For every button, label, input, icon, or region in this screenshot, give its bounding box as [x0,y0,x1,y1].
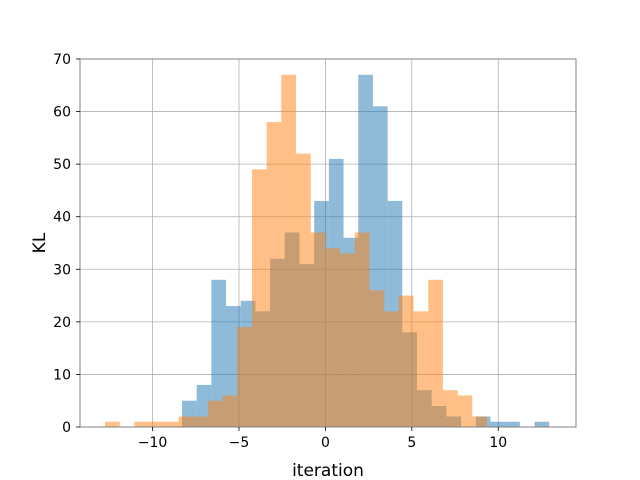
histogram-bar-series-2 [134,421,150,427]
y-tick-label: 30 [53,262,71,278]
y-tick-label: 50 [53,157,71,173]
x-tick-label: −10 [138,435,168,451]
histogram-bar-series-1 [211,279,227,427]
histogram-bar-series-1 [490,421,506,427]
y-tick-label: 10 [53,367,71,383]
histogram-bar-series-2 [149,421,164,427]
histogram-bar-series-2 [222,395,238,427]
x-tick-label: −5 [229,435,250,451]
y-tick-label: 60 [53,105,71,121]
histogram-bar-series-2 [207,400,223,427]
histogram-bar-series-2 [296,153,311,427]
x-tick-label: 0 [321,435,330,451]
histogram-bar-series-2 [369,290,385,427]
y-tick-label: 20 [53,315,71,331]
y-tick-label: 40 [53,210,71,226]
histogram-bar-series-2 [281,74,297,428]
histogram-bar-series-1 [505,421,520,427]
histogram-bar-series-2 [193,416,208,427]
histogram-bar-series-2 [384,311,399,427]
y-tick-label: 0 [62,420,71,436]
x-axis-label: iteration [292,461,364,480]
histogram-bar-series-1 [534,421,550,427]
histogram-bar-series-2 [310,232,326,427]
histogram-bar-series-2 [413,311,429,427]
histogram-bar-series-2 [163,421,179,427]
histogram-bar-series-2 [340,253,355,427]
histogram-bar-series-2 [266,122,282,427]
histogram-bar-series-2 [237,327,252,427]
histogram-bar-series-2 [105,421,120,427]
histogram-bar-series-2 [398,295,414,427]
bars-layer [105,74,550,428]
histogram-bar-series-2 [472,416,487,427]
histogram-bar-series-2 [325,248,341,427]
x-tick-label: 5 [407,435,416,451]
histogram-bar-series-2 [251,169,267,427]
plot-frame [79,58,577,428]
histogram-bar-series-2 [354,232,370,427]
histogram-bar-series-2 [442,390,458,427]
histogram-bar-series-2 [178,416,194,427]
histogram-bar-series-2 [457,395,473,427]
y-axis-label: KL [30,232,50,253]
ticks-layer: −10 −5 0 5 10 0 10 20 30 40 50 60 70 [53,52,507,451]
y-tick-label: 70 [53,52,71,68]
x-tick-label: 10 [489,435,507,451]
histogram-bar-series-2 [428,279,443,427]
